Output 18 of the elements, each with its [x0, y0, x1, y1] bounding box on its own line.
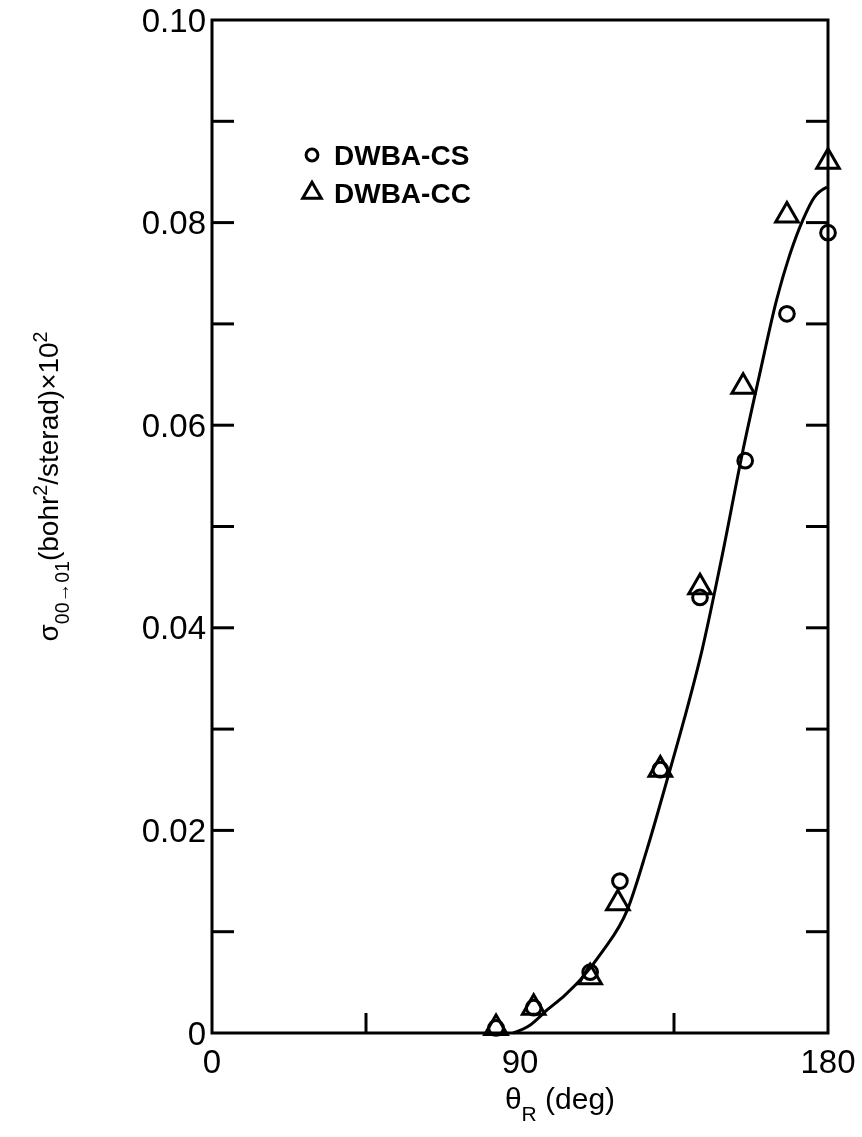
point	[730, 372, 756, 395]
x-tick-label: 90	[501, 1043, 539, 1080]
x-axis-title: θ$_{R}$ (deg)	[504, 1082, 616, 1125]
point	[815, 147, 841, 170]
point	[736, 451, 755, 470]
point	[611, 872, 629, 890]
y-tick-label: 0.06	[141, 406, 206, 444]
point	[691, 588, 709, 607]
legend-label: DWBA-CS	[334, 139, 470, 171]
legend-label: DWBA-CC	[334, 177, 471, 209]
y-tick-label: 0	[187, 1014, 206, 1052]
y-tick-label: 0.04	[141, 609, 206, 647]
y-tick-label: 0.08	[141, 204, 206, 242]
y-tick-label: 0.02	[141, 811, 206, 849]
point	[774, 201, 800, 224]
x-tick-label: 180	[800, 1043, 856, 1080]
point	[687, 572, 713, 596]
y-tick-label: 0.10	[141, 1, 206, 39]
